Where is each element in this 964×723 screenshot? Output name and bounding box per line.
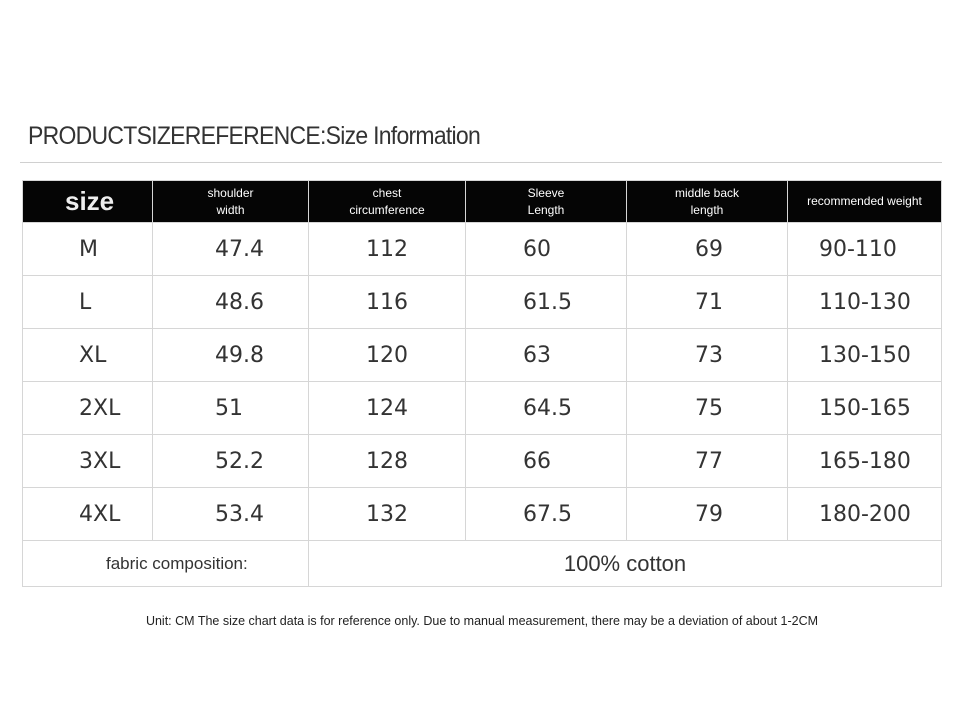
table-cell: 63 — [465, 328, 627, 382]
table-cell: 112 — [308, 222, 466, 276]
header-line: Length — [527, 202, 565, 217]
table-cell: 49.8 — [152, 328, 309, 382]
table-cell: 120 — [308, 328, 466, 382]
table-cell: 52.2 — [152, 434, 309, 488]
header-line: length — [690, 202, 724, 217]
column-header: size — [22, 180, 153, 223]
table-row: 2XL 51 124 64.5 75 150-165 — [22, 381, 942, 435]
table-cell: L — [22, 275, 153, 329]
table-cell: 77 — [626, 434, 788, 488]
table-cell: 47.4 — [152, 222, 309, 276]
column-header: shoulder width — [152, 180, 309, 223]
table-cell: 130-150 — [787, 328, 942, 382]
header-line: circumference — [349, 202, 425, 217]
size-table: size shoulder width chest circumference Sleev… — [22, 180, 942, 587]
table-row: XL 49.8 120 63 73 130-150 — [22, 328, 942, 382]
table-cell: 61.5 — [465, 275, 627, 329]
table-row: 4XL 53.4 132 67.5 79 180-200 — [22, 487, 942, 541]
table-cell: 71 — [626, 275, 788, 329]
table-cell: 69 — [626, 222, 788, 276]
table-cell: 73 — [626, 328, 788, 382]
table-cell: 150-165 — [787, 381, 942, 435]
header-line: width — [216, 202, 245, 217]
table-cell: 75 — [626, 381, 788, 435]
table-row: M 47.4 112 60 69 90-110 — [22, 222, 942, 276]
footer-label: fabric composition: — [22, 540, 309, 587]
table-cell: 48.6 — [152, 275, 309, 329]
table-cell: 51 — [152, 381, 309, 435]
table-cell: 124 — [308, 381, 466, 435]
table-cell: 67.5 — [465, 487, 627, 541]
table-cell: 90-110 — [787, 222, 942, 276]
table-cell: 4XL — [22, 487, 153, 541]
table-row: 3XL 52.2 128 66 77 165-180 — [22, 434, 942, 488]
table-row: L 48.6 116 61.5 71 110-130 — [22, 275, 942, 329]
title: PRODUCTSIZEREFERENCE:Size Information — [28, 122, 481, 150]
table-cell: 79 — [626, 487, 788, 541]
column-header: chest circumference — [308, 180, 466, 223]
table-cell: 116 — [308, 275, 466, 329]
table-cell: 110-130 — [787, 275, 942, 329]
header-line: Sleeve — [527, 185, 565, 200]
table-cell: 128 — [308, 434, 466, 488]
table-body: M 47.4 112 60 69 90-110 L 48.6 116 61.5 71 110-130 X… — [22, 222, 942, 587]
table-cell: 165-180 — [787, 434, 942, 488]
header-row: size shoulder width chest circumference Sleev… — [22, 180, 942, 223]
footer-value: 100% cotton — [308, 540, 942, 587]
header-line: chest — [372, 185, 402, 200]
header-line: size — [65, 186, 115, 216]
table-cell: 2XL — [22, 381, 153, 435]
header-line: recommended weight — [807, 194, 922, 208]
column-header: middle back length — [626, 180, 788, 223]
footer-row: fabric composition: 100% cotton — [22, 540, 942, 587]
table-cell: 132 — [308, 487, 466, 541]
header-line: middle back — [674, 185, 740, 200]
table-cell: 3XL — [22, 434, 153, 488]
table-cell: 180-200 — [787, 487, 942, 541]
column-header: recommended weight — [787, 180, 942, 223]
table-cell: 64.5 — [465, 381, 627, 435]
table-cell: XL — [22, 328, 153, 382]
table-cell: 53.4 — [152, 487, 309, 541]
table-cell: 66 — [465, 434, 627, 488]
table-cell: 60 — [465, 222, 627, 276]
note: Unit: CM The size chart data is for refe… — [145, 614, 819, 628]
table-cell: M — [22, 222, 153, 276]
header-line: shoulder — [207, 185, 254, 200]
column-header: Sleeve Length — [465, 180, 627, 223]
divider — [20, 162, 942, 163]
